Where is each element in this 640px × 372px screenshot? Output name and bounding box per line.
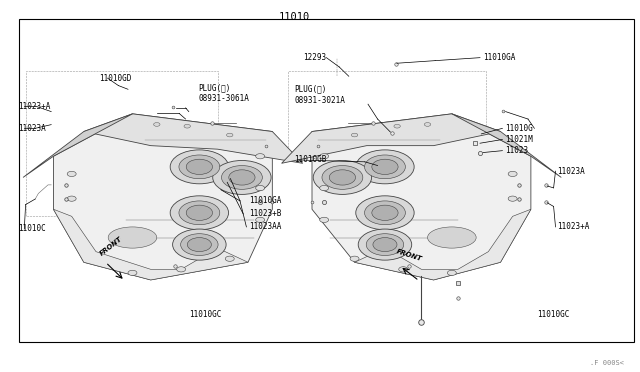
Circle shape: [170, 150, 228, 184]
Polygon shape: [54, 114, 273, 280]
Circle shape: [447, 270, 456, 276]
Circle shape: [180, 234, 218, 256]
Text: 11023+A: 11023+A: [18, 102, 51, 110]
Circle shape: [186, 159, 212, 174]
Text: 08931-3021A: 08931-3021A: [294, 96, 345, 105]
Circle shape: [320, 154, 329, 159]
Text: 11010G: 11010G: [506, 124, 533, 133]
Text: 11023+A: 11023+A: [557, 222, 589, 231]
Text: 11010: 11010: [279, 12, 310, 22]
Text: PLUG(〈): PLUG(〈): [294, 85, 327, 94]
Circle shape: [67, 196, 76, 201]
Circle shape: [508, 196, 517, 201]
Circle shape: [221, 166, 262, 189]
Text: 11010GA: 11010GA: [250, 196, 282, 205]
Circle shape: [255, 154, 265, 159]
Polygon shape: [312, 114, 531, 280]
Circle shape: [508, 171, 517, 177]
Circle shape: [372, 205, 398, 221]
Polygon shape: [54, 209, 248, 280]
Circle shape: [320, 185, 329, 191]
Circle shape: [373, 238, 397, 251]
Text: FRONT: FRONT: [99, 235, 124, 257]
Circle shape: [186, 205, 212, 221]
Circle shape: [394, 124, 401, 128]
Circle shape: [184, 124, 191, 128]
Circle shape: [351, 133, 358, 137]
Circle shape: [365, 155, 405, 179]
Circle shape: [228, 170, 255, 185]
Circle shape: [154, 123, 160, 126]
Polygon shape: [84, 114, 303, 163]
Circle shape: [225, 256, 234, 262]
Text: 11023A: 11023A: [18, 124, 45, 133]
Circle shape: [399, 267, 408, 272]
Circle shape: [365, 201, 405, 225]
Circle shape: [227, 133, 233, 137]
Text: 11021M: 11021M: [506, 135, 533, 144]
Polygon shape: [23, 114, 132, 177]
Polygon shape: [355, 209, 531, 280]
Text: 11023AA: 11023AA: [250, 222, 282, 231]
Circle shape: [366, 234, 404, 256]
Text: FRONT: FRONT: [396, 248, 423, 262]
Circle shape: [356, 150, 414, 184]
Text: 12293: 12293: [303, 53, 326, 62]
Circle shape: [350, 256, 359, 262]
Circle shape: [67, 171, 76, 177]
Circle shape: [170, 196, 228, 230]
Circle shape: [179, 201, 220, 225]
Circle shape: [356, 196, 414, 230]
Circle shape: [255, 185, 265, 191]
Circle shape: [322, 166, 363, 189]
Ellipse shape: [428, 227, 476, 248]
Text: 11023: 11023: [506, 146, 529, 155]
Ellipse shape: [108, 227, 157, 248]
Text: 11010C: 11010C: [18, 224, 45, 233]
Circle shape: [313, 160, 372, 195]
Text: PLUG(〉): PLUG(〉): [198, 83, 231, 92]
Text: 11010GA: 11010GA: [483, 53, 516, 62]
Text: 11023A: 11023A: [557, 167, 584, 176]
Text: 11010GB: 11010GB: [294, 155, 327, 164]
Polygon shape: [282, 114, 500, 163]
Circle shape: [255, 217, 265, 222]
Circle shape: [358, 229, 412, 260]
Text: 11010GC: 11010GC: [538, 310, 570, 319]
Polygon shape: [452, 114, 561, 177]
Text: 11010GC: 11010GC: [189, 310, 221, 319]
Circle shape: [212, 160, 271, 195]
Bar: [19, 19, 634, 342]
Text: 08931-3061A: 08931-3061A: [198, 94, 249, 103]
Circle shape: [424, 123, 431, 126]
Circle shape: [177, 267, 186, 272]
Circle shape: [188, 238, 211, 251]
Text: .F 000S<: .F 000S<: [590, 360, 624, 366]
Circle shape: [320, 217, 329, 222]
Text: 11010GD: 11010GD: [99, 74, 132, 83]
Text: 11023+B: 11023+B: [250, 209, 282, 218]
Circle shape: [329, 170, 356, 185]
Circle shape: [128, 270, 137, 276]
Circle shape: [179, 155, 220, 179]
Circle shape: [173, 229, 226, 260]
Circle shape: [372, 159, 398, 174]
